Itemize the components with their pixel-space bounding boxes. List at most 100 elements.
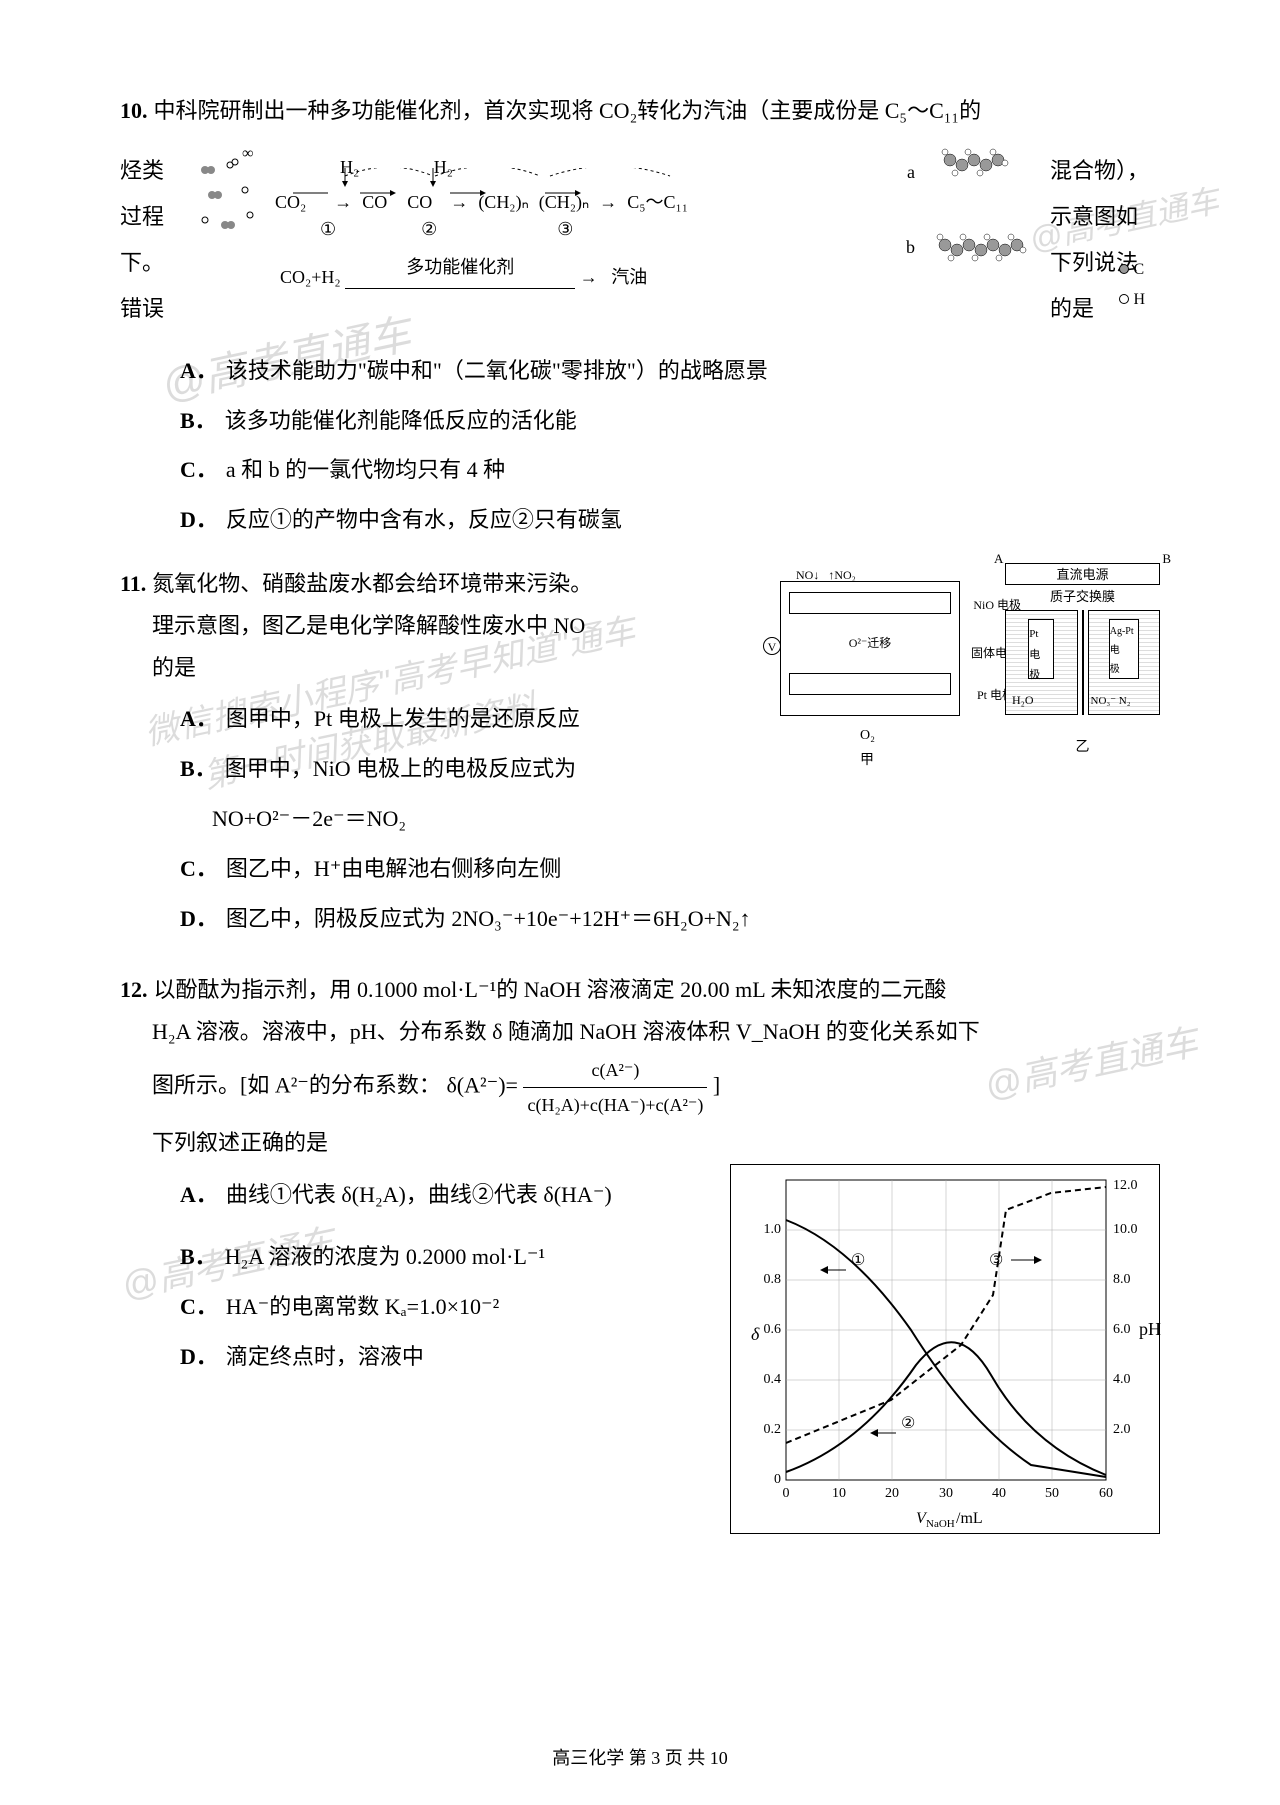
q10-leg-h: H [1133,291,1145,308]
q11-choice-b2: NO+O²⁻－2e⁻＝NO₂ [212,806,406,831]
q11-choice-d: 图乙中，阴极反应式为 2NO₃⁻+10e⁻+12H⁺＝6H₂O+N₂↑ [226,906,751,931]
q11-number: 11. [120,563,146,605]
svg-text:12.0: 12.0 [1113,1178,1138,1193]
svg-text:0.8: 0.8 [764,1272,782,1287]
svg-text:NaOH: NaOH [926,1518,955,1530]
q10-c2: ② [421,212,437,246]
svg-text:20: 20 [885,1486,899,1501]
q10-molecule-icon [920,135,1070,295]
svg-text:30: 30 [939,1486,953,1501]
q10-a: a [907,155,915,189]
q12-choice-a: 曲线①代表 δ(H₂A)，曲线②代表 δ(HA⁻) [226,1182,612,1207]
q11-jia: 甲 [860,748,874,775]
q10-leg-c: C [1133,261,1144,278]
q12-curve3-label: ③ [989,1252,1003,1269]
q10-catalyst: 多功能催化剂 [406,257,514,277]
svg-text:4.0: 4.0 [1113,1372,1131,1387]
q11-no2: NO₂ [834,568,856,582]
q12-choice-c: HA⁻的电离常数 Kₐ=1.0×10⁻² [226,1294,499,1319]
q10-left-3: 错误 [120,288,190,330]
svg-text:60: 60 [1099,1486,1113,1501]
q12-number: 12. [120,969,148,1011]
svg-text:2.0: 2.0 [1113,1422,1131,1437]
q10-dots-icon: ∞ [190,150,280,250]
q11-dc: 直流电源 [1056,567,1108,582]
q11-yi: 乙 [1005,735,1160,762]
q10-left-2: 下。 [120,242,190,284]
q10-c5c11: C₅～C₁₁ [627,185,688,219]
q12-curve1-label: ① [851,1252,865,1269]
q10-b: b [906,230,915,264]
svg-text:40: 40 [992,1486,1006,1501]
q12-frac-den: c(H₂A)+c(HA⁻)+c(A²⁻) [523,1088,707,1122]
q11-device-diagram: NO↓ ↑NO₂ NiO 电极 O²⁻迁移 固体电解质 Pt 电极 V O₂ 甲… [780,563,1160,773]
q10-choice-a: 该技术能助力"碳中和"（二氧化碳"零排放"）的战略愿景 [226,358,768,383]
q10-choices: A．该技术能助力"碳中和"（二氧化碳"零排放"）的战略愿景 B．该多功能催化剂能… [180,350,1160,541]
q11-nio-bar [789,592,951,614]
q10-choice-b: 该多功能催化剂能降低反应的活化能 [225,408,577,433]
q11-choice-a: 图甲中，Pt 电极上发生的是还原反应 [226,706,580,731]
q10-left-1: 过程 [120,196,190,238]
svg-text:50: 50 [1045,1486,1059,1501]
q11-choice-c: 图乙中，H⁺由电解池右侧移向左侧 [226,856,562,881]
q12-fraction: c(A²⁻) c(H₂A)+c(HA⁻)+c(A²⁻) [523,1053,707,1122]
q10-intro: 中科院研制出一种多功能催化剂，首次实现将 CO₂转化为汽油（主要成份是 C₅～C… [154,90,982,132]
question-10: 10. 中科院研制出一种多功能催化剂，首次实现将 CO₂转化为汽油（主要成份是 … [120,90,1160,541]
q10-c1: ① [320,212,336,246]
q10-c3: ③ [557,212,573,246]
svg-text:8.0: 8.0 [1113,1272,1131,1287]
page-footer: 高三化学 第 3 页 共 10 [0,1741,1280,1775]
q10-co2: CO₂ [275,185,306,219]
q11-voltmeter: V [763,637,781,655]
q10-diagram-row: 烃类 过程 下。 错误 ∞ H₂ H₂ [120,140,1160,340]
svg-text:0.6: 0.6 [764,1322,782,1337]
q12-formula-l: δ(A²⁻)= [446,1073,518,1098]
svg-text:δ: δ [751,1324,760,1344]
q12-frac-num: c(A²⁻) [523,1053,707,1088]
svg-text:1.0: 1.0 [764,1222,782,1237]
q10-left-labels: 烃类 过程 下。 错误 [120,146,190,333]
q11-o2migrate: O²⁻迁移 [781,632,959,655]
question-11: NO↓ ↑NO₂ NiO 电极 O²⁻迁移 固体电解质 Pt 电极 V O₂ 甲… [120,563,1160,947]
q10-reaction-diagram: ∞ H₂ H₂ [190,140,1050,340]
q10-gasoline: 汽油 [611,267,647,287]
q11-choice-b1: 图甲中，NiO 电极上的电极反应式为 [225,756,576,781]
q12-curve2-label: ② [901,1415,915,1432]
q12-line3pre: 图所示。[如 A²⁻的分布系数： [152,1073,441,1098]
q11-pt-elec: Pt 电 极 [1028,619,1054,679]
q11-h2o: H₂O [1012,689,1034,712]
q10-choice-c: a 和 b 的一氯代物均只有 4 种 [226,457,505,482]
q11-A: A [994,548,1003,570]
q11-B: B [1162,548,1171,570]
q11-line1: 氮氧化物、硝酸盐废水都会给环境带来污染。 [152,563,592,605]
q12-chart: ① ② ③ 0 10 20 30 40 50 60 0 0.2 0.4 0.6 0.8 1.0 2… [730,1164,1160,1534]
svg-text:6.0: 6.0 [1113,1322,1131,1337]
svg-text:0: 0 [774,1472,781,1487]
q12-chart-svg: ① ② ③ 0 10 20 30 40 50 60 0 0.2 0.4 0.6 0.8 1.0 2… [731,1165,1161,1535]
svg-text:∞: ∞ [242,150,253,162]
q12-choice-d: 滴定终点时，溶液中 [226,1344,424,1369]
q10-number: 10. [120,90,148,132]
q11-no: NO [796,568,813,582]
q12-line4: 下列叙述正确的是 [152,1122,1160,1164]
q11-pt-bar [789,673,951,695]
q11-no3n2: NO₃⁻ N₂ [1091,691,1131,712]
q10-bottomleft: CO₂+H₂ [280,267,341,287]
q12-line3post: ] [713,1073,720,1098]
svg-text:0.2: 0.2 [764,1422,782,1437]
svg-text:10.0: 10.0 [1113,1222,1138,1237]
q11-agpt: Ag-Pt 电 极 [1109,619,1139,679]
q10-choice-d: 反应①的产物中含有水，反应②只有碳氢 [226,507,622,532]
q11-o2: O₂ [860,723,875,750]
svg-text:/mL: /mL [956,1510,983,1527]
q11-membrane: 质子交换膜 [1005,585,1160,610]
svg-text:0: 0 [783,1486,790,1501]
svg-text:0.4: 0.4 [764,1372,782,1387]
q10-left-0: 烃类 [120,150,190,192]
svg-text:10: 10 [832,1486,846,1501]
question-12: 12. 以酚酞为指示剂，用 0.1000 mol·L⁻¹的 NaOH 溶液滴定 … [120,969,1160,1377]
q12-choice-b: H₂A 溶液的浓度为 0.2000 mol·L⁻¹ [225,1244,545,1269]
q12-line2: H₂A 溶液。溶液中，pH、分布系数 δ 随滴加 NaOH 溶液体积 V_NaO… [152,1011,1160,1053]
q12-line1: 以酚酞为指示剂，用 0.1000 mol·L⁻¹的 NaOH 溶液滴定 20.0… [154,969,947,1011]
svg-text:pH: pH [1139,1319,1161,1339]
